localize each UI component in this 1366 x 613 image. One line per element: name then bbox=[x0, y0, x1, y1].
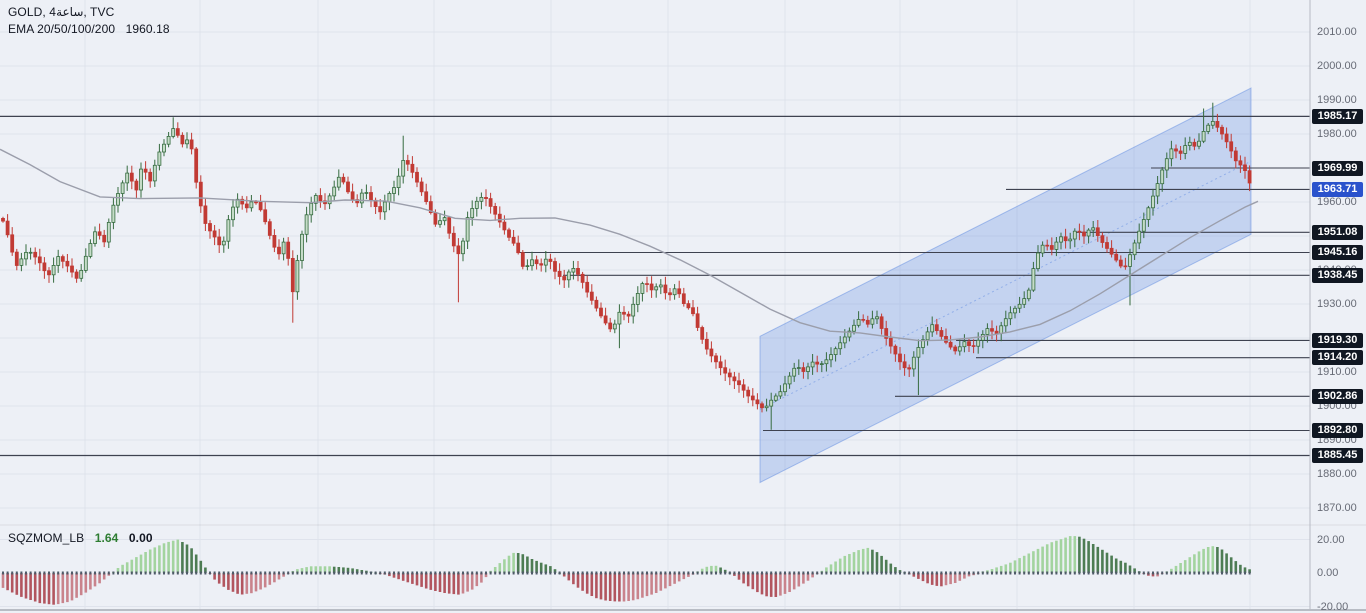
grid bbox=[0, 0, 1310, 610]
level-price-badge: 1938.45 bbox=[1312, 268, 1363, 283]
ema-value: 1960.18 bbox=[125, 22, 170, 36]
level-lines[interactable] bbox=[0, 115, 1310, 457]
level-price-badge: 1892.80 bbox=[1312, 423, 1363, 438]
price-axis-label: 1880.00 bbox=[1317, 468, 1357, 480]
price-axis-label: 2010.00 bbox=[1317, 26, 1357, 38]
sqzmom-momentum-value: 1.64 bbox=[94, 531, 119, 545]
price-axis-label: 1980.00 bbox=[1317, 128, 1357, 140]
ema-line bbox=[0, 148, 1259, 342]
sqzmom-squeeze-value: 0.00 bbox=[128, 531, 153, 545]
price-axis-label: 1960.00 bbox=[1317, 196, 1357, 208]
level-price-badge: 1945.16 bbox=[1312, 245, 1363, 260]
level-price-badge: 1951.08 bbox=[1312, 225, 1363, 240]
candles-series bbox=[1, 102, 1252, 430]
price-axis-label: 1910.00 bbox=[1317, 366, 1357, 378]
momentum-axis-label: 20.00 bbox=[1317, 534, 1345, 546]
sqzmom-label[interactable]: SQZMOM_LB bbox=[8, 531, 85, 545]
sqzmom-legend[interactable]: SQZMOM_LB 1.64 0.00 bbox=[8, 531, 160, 545]
price-axis-label: 1990.00 bbox=[1317, 94, 1357, 106]
price-axis[interactable]: 2010.002000.001990.001980.001970.001960.… bbox=[1310, 0, 1366, 613]
symbol-title[interactable]: GOLD, 4ساعة, TVC bbox=[8, 5, 115, 19]
level-price-badge: 1885.45 bbox=[1312, 448, 1363, 463]
ema-legend[interactable]: EMA 20/50/100/200 1960.18 bbox=[8, 22, 177, 36]
level-price-badge: 1919.30 bbox=[1312, 333, 1363, 348]
level-price-badge: 1902.86 bbox=[1312, 389, 1363, 404]
level-price-badge: 1985.17 bbox=[1312, 109, 1363, 124]
channel-midline bbox=[759, 160, 1252, 410]
ema-label[interactable]: EMA 20/50/100/200 bbox=[8, 22, 116, 36]
momentum-axis-label: -20.00 bbox=[1317, 601, 1349, 613]
level-price-badge: 1914.20 bbox=[1312, 350, 1363, 365]
level-price-badge: 1969.99 bbox=[1312, 161, 1363, 176]
price-axis-label: 2000.00 bbox=[1317, 60, 1357, 72]
momentum-histogram bbox=[1, 536, 1251, 605]
price-axis-label: 1870.00 bbox=[1317, 502, 1357, 514]
trend-channel[interactable] bbox=[759, 87, 1252, 484]
momentum-axis-label: 0.00 bbox=[1317, 567, 1339, 579]
price-axis-label: 1930.00 bbox=[1317, 298, 1357, 310]
current-price-badge: 1963.71 bbox=[1312, 182, 1363, 197]
symbol-legend[interactable]: GOLD, 4ساعة, TVC bbox=[8, 5, 121, 19]
